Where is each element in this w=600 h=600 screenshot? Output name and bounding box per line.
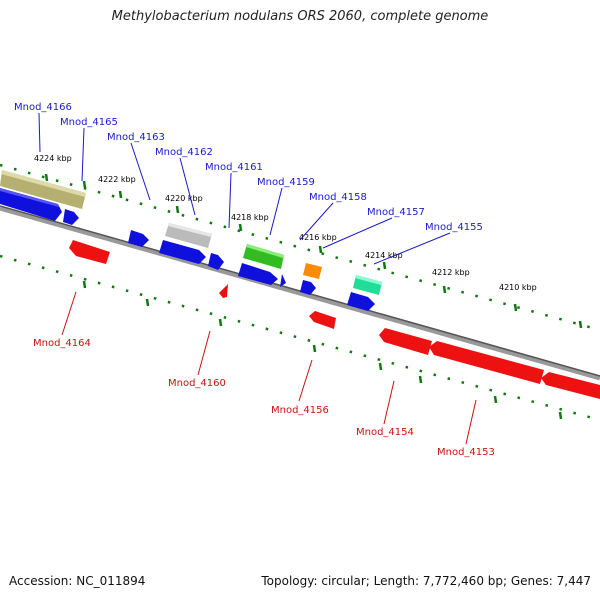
gene-label-mnod-4165[interactable]: Mnod_4165 [60,117,118,128]
genome-title: Methylobacterium nodulans ORS 2060, comp… [111,9,489,24]
gene-feature-mnod-4160[interactable] [219,284,228,298]
gene-feature-mnod-4154[interactable] [379,328,432,355]
bottom-leader-lines [61,291,477,445]
gene-feature-mnod-4164[interactable] [69,240,110,264]
kbp-label: 4220 kbp [165,194,203,203]
genome-summary-text: Topology: circular; Length: 7,772,460 bp… [261,574,591,588]
gene-feature-mnod-4158[interactable] [238,263,278,285]
gene-feature-mnod-4153[interactable] [429,341,544,384]
gene-features [0,170,600,399]
gene-label-mnod-4162[interactable]: Mnod_4162 [155,147,213,158]
top-gene-labels: Mnod_4166 Mnod_4165 Mnod_4163 Mnod_4162 … [14,102,483,233]
gene-arrow-forward[interactable] [280,274,286,287]
gene-label-mnod-4160[interactable]: Mnod_4160 [168,378,226,389]
gene-feature-mnod-4157[interactable] [303,263,322,279]
genome-backbone [0,205,600,381]
inner-tick-track [0,254,600,422]
gene-label-mnod-4156[interactable]: Mnod_4156 [271,405,329,416]
gene-feature-mnod-4159[interactable] [243,244,284,269]
bottom-gene-labels: Mnod_4164 Mnod_4160 Mnod_4156 Mnod_4154 … [33,338,495,458]
kbp-label: 4214 kbp [365,251,403,260]
gene-label-mnod-4153[interactable]: Mnod_4153 [437,447,495,458]
gene-feature-mnod-4162[interactable] [165,223,212,248]
gene-label-mnod-4158[interactable]: Mnod_4158 [309,192,367,203]
accession-text: Accession: NC_011894 [9,574,146,588]
gene-feature-mnod-4166[interactable] [0,170,86,209]
gene-label-mnod-4164[interactable]: Mnod_4164 [33,338,91,349]
gene-arrow-forward[interactable] [300,280,316,295]
outer-tick-track [0,163,600,332]
kbp-tick-labels: 4224 kbp 4222 kbp 4220 kbp 4218 kbp 4216… [34,154,537,292]
gene-feature-mnod-4156[interactable] [309,311,336,329]
gene-feature-mnod-4163[interactable] [128,230,149,247]
kbp-label: 4218 kbp [231,213,269,222]
kbp-label: 4222 kbp [98,175,136,184]
top-leader-lines [38,112,451,265]
kbp-label: 4212 kbp [432,268,470,277]
gene-label-mnod-4159[interactable]: Mnod_4159 [257,177,315,188]
gene-arrow-forward[interactable] [208,253,224,270]
gene-arrow-forward[interactable] [63,209,79,225]
kbp-label: 4210 kbp [499,283,537,292]
gene-label-mnod-4157[interactable]: Mnod_4157 [367,207,425,218]
gene-feature-mnod-4155[interactable] [353,275,382,295]
gene-label-mnod-4161[interactable]: Mnod_4161 [205,162,263,173]
gene-label-mnod-4154[interactable]: Mnod_4154 [356,427,414,438]
gene-label-mnod-4155[interactable]: Mnod_4155 [425,222,483,233]
gene-arrow-forward[interactable] [347,292,375,311]
gene-label-mnod-4163[interactable]: Mnod_4163 [107,132,165,143]
kbp-label: 4224 kbp [34,154,72,163]
gene-feature-mnod-4161[interactable] [159,240,206,264]
gene-feature-mnod-4165[interactable] [0,188,62,221]
major-ticks [44,173,583,420]
gene-feature-partial[interactable] [541,372,600,399]
kbp-label: 4216 kbp [299,233,337,242]
gene-label-mnod-4166[interactable]: Mnod_4166 [14,102,72,113]
